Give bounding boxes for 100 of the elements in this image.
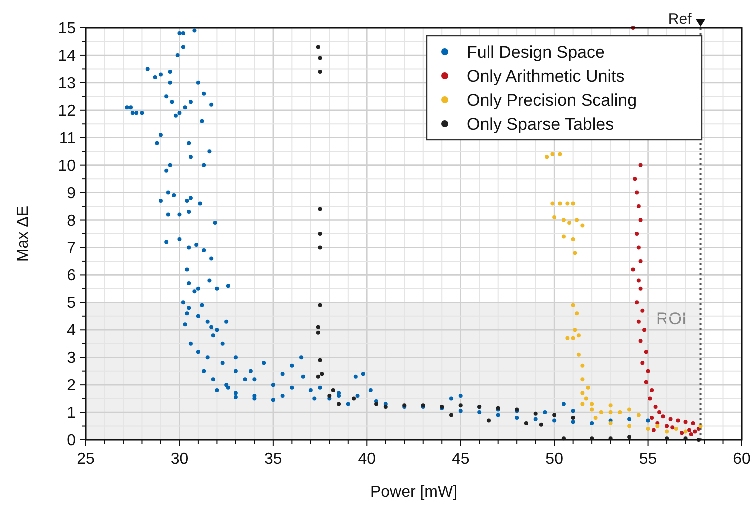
- y-tick-label: 0: [67, 432, 76, 450]
- point: [316, 325, 320, 330]
- point: [638, 163, 643, 168]
- y-tick-label: 12: [58, 102, 76, 120]
- y-tick-label: 2: [67, 378, 76, 395]
- legend-label: Full Design Space: [467, 43, 605, 62]
- point: [665, 430, 670, 434]
- y-tick-label: 10: [58, 158, 76, 175]
- point: [638, 259, 643, 264]
- point: [688, 428, 692, 432]
- y-tick-label: 15: [58, 20, 76, 38]
- point: [668, 417, 673, 422]
- point: [661, 414, 666, 419]
- x-tick-label: 60: [733, 451, 751, 468]
- y-tick-label: 14: [58, 48, 76, 65]
- point: [575, 312, 580, 316]
- point: [590, 402, 594, 406]
- point: [550, 152, 555, 156]
- point: [352, 396, 356, 401]
- point: [316, 374, 320, 379]
- point: [594, 416, 598, 420]
- point: [486, 418, 491, 423]
- point: [644, 350, 648, 354]
- point: [689, 432, 694, 437]
- point: [524, 422, 528, 426]
- point: [631, 268, 636, 272]
- point: [558, 202, 562, 206]
- point: [552, 216, 557, 220]
- point: [635, 190, 640, 195]
- point: [691, 422, 696, 426]
- point: [656, 424, 660, 428]
- point: [636, 320, 641, 324]
- point: [646, 369, 650, 374]
- x-axis-title: Power [mW]: [370, 484, 458, 501]
- point: [599, 410, 604, 415]
- point: [635, 232, 640, 236]
- legend-label: Only Precision Scaling: [467, 91, 638, 110]
- point: [575, 218, 580, 222]
- point: [684, 420, 688, 424]
- point: [566, 202, 570, 206]
- point: [573, 328, 578, 332]
- point: [608, 422, 613, 426]
- point: [674, 427, 678, 432]
- point: [449, 413, 454, 418]
- x-tick-label: 45: [452, 451, 470, 468]
- point: [576, 352, 581, 357]
- ref-line-label: Ref: [668, 11, 693, 28]
- point: [646, 427, 650, 432]
- point: [684, 430, 688, 434]
- point: [650, 388, 654, 393]
- y-tick-label: 4: [67, 322, 76, 340]
- point: [337, 402, 342, 406]
- point: [571, 336, 576, 340]
- point: [586, 386, 590, 390]
- point: [584, 396, 588, 401]
- point: [652, 428, 656, 432]
- x-tick-label: 50: [546, 451, 564, 468]
- point: [628, 408, 632, 412]
- point: [580, 224, 585, 228]
- point: [628, 435, 632, 440]
- point: [636, 278, 641, 283]
- point: [568, 221, 572, 226]
- x-tick-label: 25: [77, 451, 95, 468]
- point: [580, 364, 585, 368]
- point: [328, 394, 332, 398]
- y-tick-label: 11: [59, 130, 76, 148]
- point: [642, 328, 647, 332]
- point: [318, 56, 322, 60]
- point: [318, 207, 322, 212]
- point: [573, 251, 578, 256]
- point: [318, 232, 322, 236]
- point: [550, 202, 555, 206]
- point: [318, 358, 322, 362]
- point: [638, 339, 643, 344]
- point: [676, 418, 680, 423]
- point: [665, 424, 670, 428]
- point: [374, 402, 379, 406]
- x-tick-label: 30: [170, 451, 189, 468]
- point: [608, 410, 613, 415]
- y-tick-label: 13: [58, 75, 76, 92]
- point: [654, 405, 658, 410]
- point: [680, 431, 684, 436]
- point: [331, 388, 336, 393]
- point: [566, 336, 570, 340]
- point: [545, 155, 550, 160]
- y-tick-label: 6: [67, 268, 76, 285]
- point: [571, 237, 576, 242]
- point: [693, 430, 698, 434]
- point: [670, 426, 675, 430]
- point: [658, 410, 662, 415]
- point: [316, 45, 320, 50]
- point: [534, 412, 538, 416]
- point: [384, 405, 388, 410]
- point: [636, 246, 641, 250]
- point: [571, 303, 576, 308]
- point: [539, 422, 544, 427]
- point: [320, 372, 324, 376]
- point: [644, 380, 648, 384]
- point: [640, 308, 645, 313]
- y-tick-label: 3: [67, 350, 76, 368]
